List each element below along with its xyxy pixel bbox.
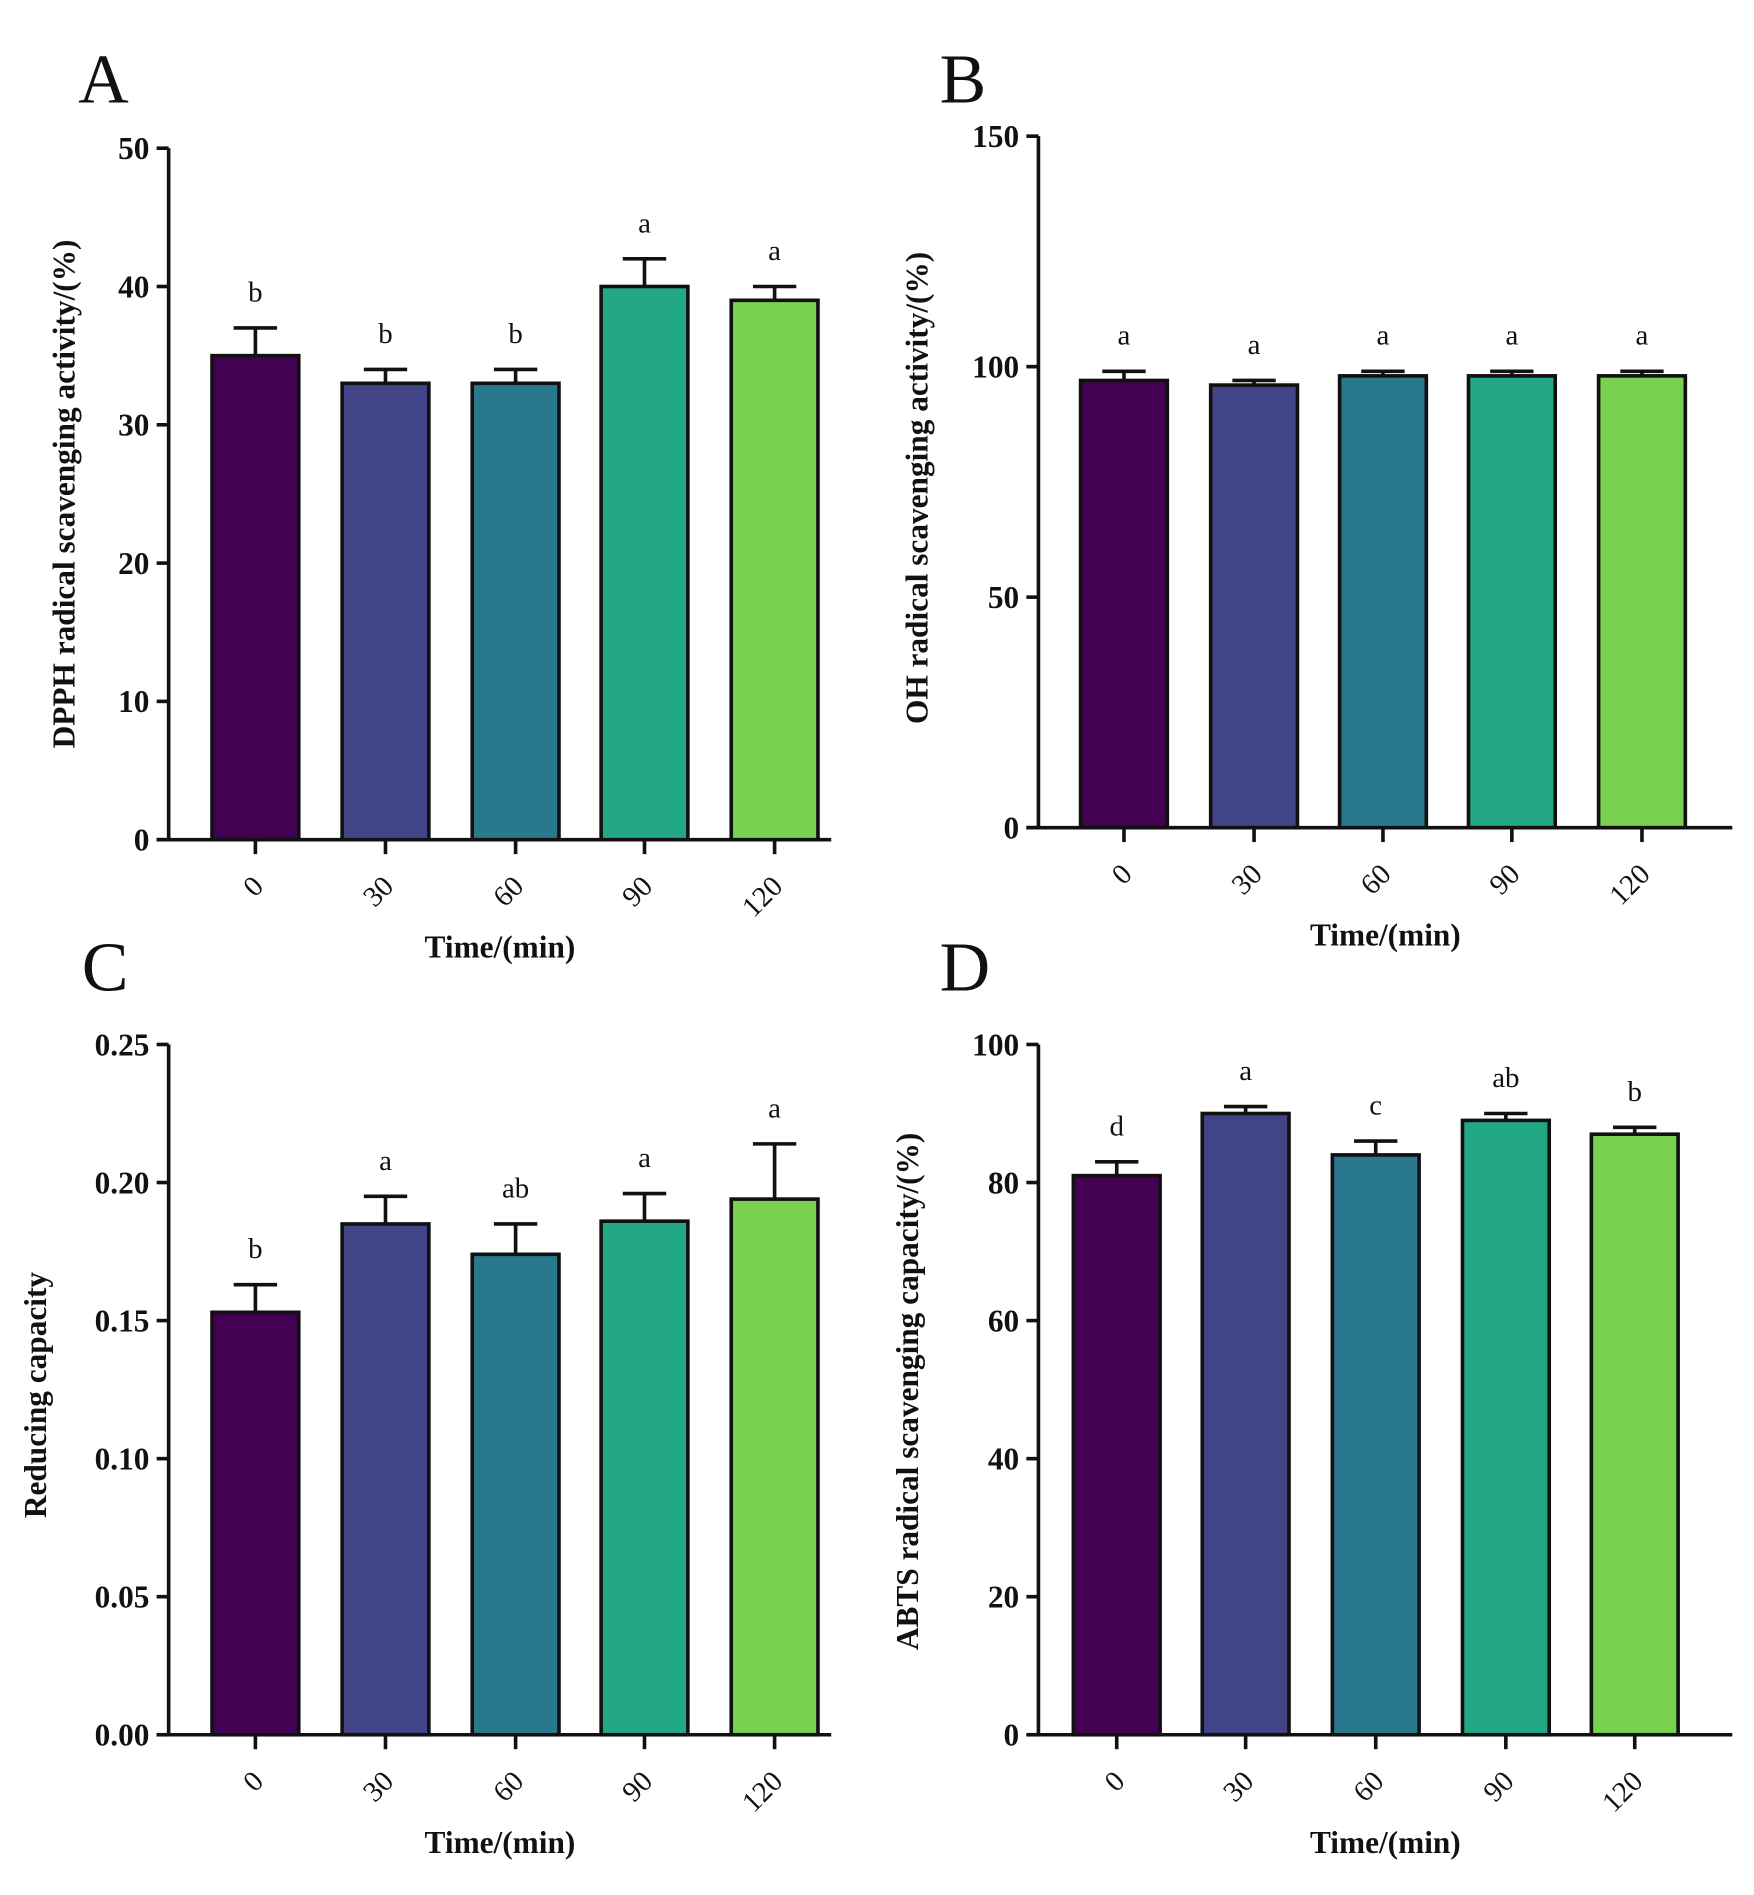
- significance-label: b: [508, 318, 522, 350]
- bar-90: [599, 1219, 690, 1737]
- x-axis-label: Time/(min): [1310, 918, 1461, 953]
- x-axis-label: Time/(min): [1310, 1825, 1461, 1860]
- y-tick-label: 20: [118, 546, 149, 581]
- y-tick-label: 40: [118, 269, 149, 304]
- y-tick-label: 100: [972, 349, 1019, 384]
- y-tick-label: 10: [118, 684, 149, 719]
- x-tick-label: 120: [1596, 1765, 1649, 1818]
- y-tick-label: 50: [988, 580, 1019, 615]
- y-tick-label: 50: [118, 131, 149, 166]
- x-tick-label: 30: [357, 1765, 400, 1808]
- significance-label: a: [1377, 320, 1390, 352]
- significance-label: b: [378, 318, 392, 350]
- y-axis-label: ABTS radical scavenging capacity/(%): [890, 1133, 925, 1651]
- bar-30: [340, 381, 431, 842]
- x-tick-label: 0: [237, 870, 270, 903]
- significance-label: b: [248, 276, 262, 308]
- panel-label: D: [940, 929, 990, 1006]
- significance-label: a: [768, 1092, 781, 1124]
- bar-60: [1330, 1153, 1421, 1737]
- x-tick-label: 60: [487, 1765, 530, 1808]
- significance-label: d: [1110, 1110, 1125, 1142]
- bar-0: [210, 1310, 301, 1737]
- significance-label: a: [768, 235, 781, 267]
- x-tick-label: 90: [616, 1765, 659, 1808]
- x-tick-label: 60: [487, 870, 530, 913]
- bar-120: [729, 298, 820, 842]
- significance-label: ab: [1492, 1062, 1519, 1094]
- bar-120: [1596, 374, 1688, 830]
- panel-c: C 0.00 0.05 0.10 0.15 0.20 0.25 Reducing capaci…: [18, 929, 832, 1860]
- y-tick-label: 0.20: [95, 1165, 150, 1200]
- y-tick-label: 80: [988, 1165, 1019, 1200]
- y-tick-label: 150: [972, 119, 1019, 154]
- x-tick-label: 90: [1483, 858, 1526, 901]
- y-axis-label: OH radical scavenging activity/(%): [900, 252, 935, 724]
- bar-60: [1337, 374, 1429, 830]
- y-tick-label: 0: [134, 823, 150, 858]
- x-tick-label: 120: [736, 1765, 789, 1818]
- significance-label: a: [638, 1142, 651, 1174]
- bar-0: [1078, 378, 1170, 830]
- significance-label: ab: [502, 1172, 529, 1204]
- significance-label: a: [1248, 329, 1261, 361]
- bar-30: [1200, 1111, 1291, 1737]
- significance-label: c: [1369, 1090, 1382, 1122]
- significance-label: a: [1118, 320, 1131, 352]
- x-tick-label: 90: [1477, 1765, 1520, 1808]
- bar-120: [729, 1197, 820, 1737]
- y-tick-label: 0.25: [95, 1027, 150, 1062]
- significance-label: a: [1505, 320, 1518, 352]
- y-tick-label: 0.10: [95, 1441, 150, 1476]
- significance-label: b: [248, 1233, 262, 1265]
- x-tick-label: 30: [1226, 858, 1269, 901]
- bar-90: [1460, 1118, 1552, 1737]
- panel-label: B: [940, 41, 987, 118]
- significance-label: a: [379, 1145, 392, 1177]
- x-tick-label: 120: [1603, 858, 1656, 911]
- y-tick-label: 30: [118, 408, 149, 443]
- bar-120: [1589, 1132, 1680, 1737]
- x-axis-label: Time/(min): [425, 1825, 576, 1860]
- significance-label: a: [638, 207, 651, 239]
- y-tick-label: 100: [972, 1027, 1019, 1062]
- x-tick-label: 0: [1098, 1765, 1131, 1798]
- y-axis-label: DPPH radical scavenging activity/(%): [47, 240, 82, 749]
- x-tick-label: 120: [736, 870, 789, 923]
- significance-label: a: [1239, 1055, 1252, 1087]
- x-tick-label: 0: [1106, 858, 1139, 891]
- significance-label: b: [1628, 1076, 1642, 1108]
- x-tick-label: 60: [1347, 1765, 1390, 1808]
- bar-90: [599, 284, 690, 842]
- x-tick-label: 90: [616, 870, 659, 913]
- y-tick-label: 0: [1003, 1718, 1019, 1753]
- y-axis-label: Reducing capacity: [18, 1272, 53, 1518]
- y-tick-label: 0.15: [95, 1303, 150, 1338]
- x-tick-label: 30: [1217, 1765, 1260, 1808]
- panel-a: A 0 10 20 30 40 50 DPPH radical scavenging acti…: [47, 41, 832, 965]
- bar-0: [1071, 1173, 1162, 1737]
- x-tick-label: 60: [1354, 858, 1397, 901]
- bar-60: [470, 381, 561, 842]
- significance-label: a: [1636, 320, 1649, 352]
- y-tick-label: 40: [988, 1441, 1019, 1476]
- panel-d: D 0 20 40 60 80 100 ABTS radical scavenging cap…: [890, 929, 1733, 1860]
- panel-label: A: [78, 41, 128, 118]
- y-tick-label: 0: [1003, 810, 1019, 845]
- y-tick-label: 0.05: [95, 1580, 150, 1615]
- y-tick-label: 0.00: [95, 1718, 150, 1753]
- bar-90: [1466, 374, 1558, 830]
- bar-0: [210, 353, 301, 842]
- bar-60: [470, 1252, 561, 1737]
- y-tick-label: 60: [988, 1303, 1019, 1338]
- bar-30: [340, 1222, 431, 1737]
- panel-label: C: [82, 929, 129, 1006]
- x-tick-label: 30: [357, 870, 400, 913]
- panel-b: B 0 50 100 150 OH radical scavenging activity…: [900, 41, 1733, 953]
- x-axis-label: Time/(min): [425, 930, 576, 965]
- bar-30: [1208, 383, 1300, 830]
- x-tick-label: 0: [237, 1765, 270, 1798]
- y-tick-label: 20: [988, 1580, 1019, 1615]
